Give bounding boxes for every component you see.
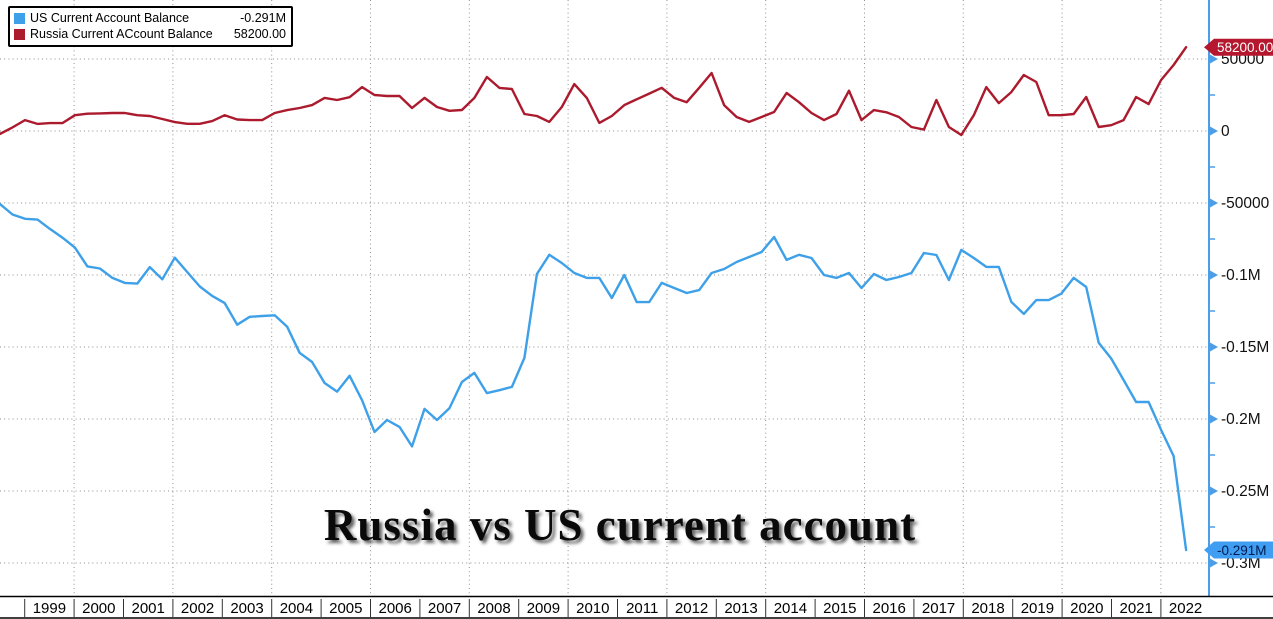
y-tick-label: -50000 (1221, 195, 1270, 212)
y-tick-label: -0.2M (1221, 411, 1261, 428)
legend: US Current Account Balance -0.291M Russi… (8, 6, 293, 47)
year-label: 2004 (280, 600, 313, 617)
year-label: 2020 (1070, 600, 1103, 617)
y-tick-label: 0 (1221, 123, 1230, 140)
russia-series-swatch-icon (14, 28, 25, 40)
year-label: 2012 (675, 600, 708, 617)
year-label: 1999 (33, 600, 66, 617)
year-label: 2021 (1120, 600, 1153, 617)
y-tick-arrow-icon (1210, 558, 1218, 568)
year-label: 2010 (576, 600, 609, 617)
us-value-badge-text: -0.291M (1217, 543, 1267, 558)
us-value-badge (1204, 541, 1273, 559)
us-series-swatch-icon (14, 12, 25, 24)
russia-series-value: 58200.00 (233, 27, 286, 41)
y-tick-arrow-icon (1210, 54, 1218, 64)
year-label: 2007 (428, 600, 461, 617)
year-label: 2001 (132, 600, 165, 617)
legend-item-russia[interactable]: Russia Current ACcount Balance 58200.00 (14, 26, 286, 42)
y-tick-arrow-icon (1210, 486, 1218, 496)
y-tick-arrow-icon (1210, 342, 1218, 352)
y-tick-label: -0.1M (1221, 267, 1261, 284)
year-label: 2011 (626, 600, 658, 617)
year-label: 2015 (823, 600, 856, 617)
us-series-label: US Current Account Balance (30, 11, 190, 25)
year-label: 2019 (1021, 600, 1054, 617)
y-tick-label: -0.3M (1221, 555, 1261, 572)
year-label: 2003 (230, 600, 263, 617)
year-label: 2005 (329, 600, 362, 617)
year-label: 2006 (379, 600, 412, 617)
russia-value-badge-text: 58200.00 (1217, 40, 1273, 55)
year-label: 2014 (774, 600, 807, 617)
legend-item-us[interactable]: US Current Account Balance -0.291M (14, 10, 286, 26)
y-tick-label: -0.25M (1221, 483, 1269, 500)
year-label: 2017 (922, 600, 955, 617)
y-tick-arrow-icon (1210, 414, 1218, 424)
russia-series-label: Russia Current ACcount Balance (30, 27, 213, 41)
year-label: 2000 (82, 600, 115, 617)
year-label: 2002 (181, 600, 214, 617)
year-label: 2018 (971, 600, 1004, 617)
y-tick-arrow-icon (1210, 198, 1218, 208)
year-label: 2022 (1169, 600, 1202, 617)
year-label: 2013 (724, 600, 757, 617)
year-label: 2009 (527, 600, 560, 617)
y-tick-arrow-icon (1210, 126, 1218, 136)
year-label: 2008 (477, 600, 510, 617)
russia-series-line[interactable] (0, 46, 1188, 137)
us-series-line[interactable] (0, 202, 1188, 552)
russia-value-badge (1204, 38, 1273, 56)
us-series-value: -0.291M (240, 11, 286, 25)
y-tick-label: -0.15M (1221, 339, 1269, 356)
x-axis-strip (0, 596, 1273, 619)
year-label: 2016 (873, 600, 906, 617)
y-tick-arrow-icon (1210, 270, 1218, 280)
